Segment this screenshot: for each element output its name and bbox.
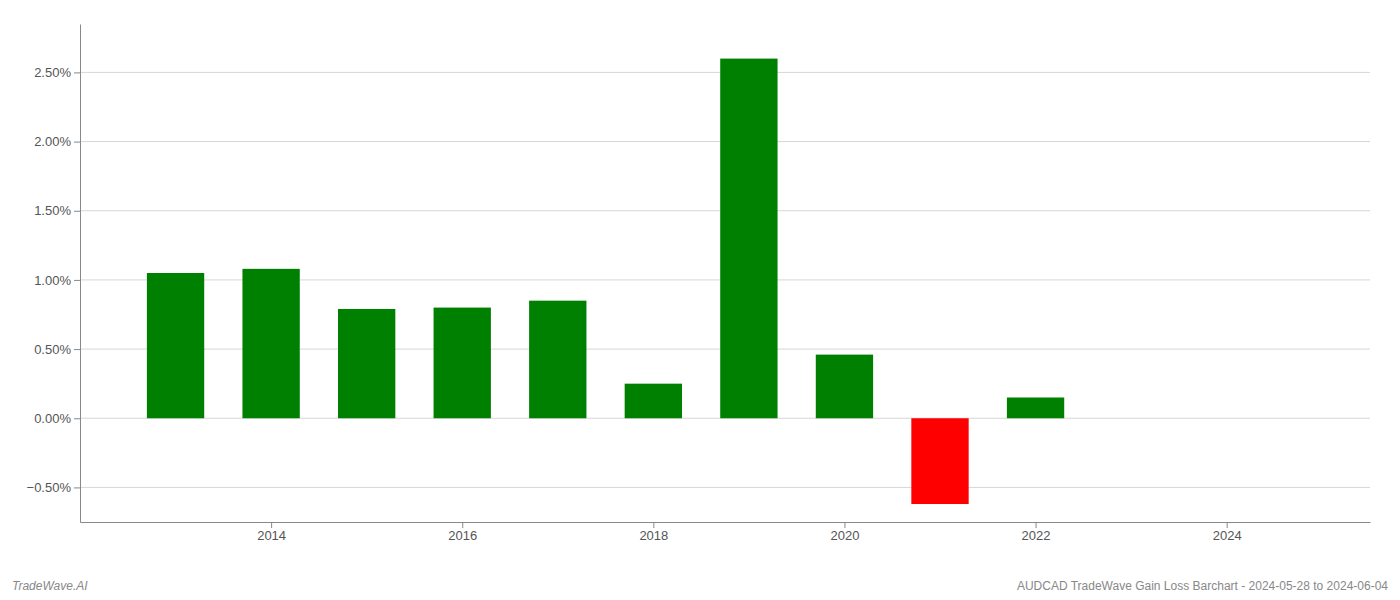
x-axis-line — [81, 522, 1371, 523]
watermark: AUDCAD TradeWave Gain Loss Barchart - 20… — [1017, 579, 1388, 593]
y-tick: 2.00% — [34, 134, 80, 149]
y-tick-label: 0.00% — [34, 411, 71, 426]
x-tick-mark — [1036, 522, 1037, 528]
x-tick-mark — [844, 522, 845, 528]
bar — [529, 301, 586, 419]
y-tick-label: 2.50% — [34, 65, 71, 80]
y-tick-mark — [74, 280, 80, 281]
y-tick-mark — [74, 72, 80, 73]
y-tick: 1.50% — [34, 203, 80, 218]
y-tick-mark — [74, 487, 80, 488]
y-tick-label: 2.00% — [34, 134, 71, 149]
chart-svg: −0.50% 0.00% 0.50% 1.00% 1.50% 2.00% 2.50% 2014… — [0, 0, 1400, 600]
bar — [816, 355, 873, 419]
y-tick: 2.50% — [34, 65, 80, 80]
grid-line — [80, 487, 1370, 488]
x-tick: 2016 — [448, 522, 477, 543]
bar — [911, 418, 968, 504]
x-tick: 2020 — [830, 522, 859, 543]
y-tick-label: −0.50% — [27, 480, 72, 495]
y-tick: 0.50% — [34, 342, 80, 357]
x-tick-mark — [271, 522, 272, 528]
chart-container: −0.50% 0.00% 0.50% 1.00% 1.50% 2.00% 2.50% 2014… — [0, 0, 1400, 600]
y-tick: 1.00% — [34, 273, 80, 288]
x-tick-label: 2022 — [1022, 528, 1051, 543]
bar — [1007, 398, 1064, 419]
y-axis-line — [80, 25, 81, 523]
bar — [720, 59, 777, 419]
y-tick-mark — [74, 418, 80, 419]
bar — [242, 269, 299, 418]
x-tick-label: 2016 — [448, 528, 477, 543]
y-tick: −0.50% — [27, 480, 80, 495]
x-tick: 2024 — [1213, 522, 1242, 543]
x-tick-label: 2024 — [1213, 528, 1242, 543]
x-tick-mark — [462, 522, 463, 528]
plot-area — [147, 59, 1064, 504]
y-tick: 0.00% — [34, 411, 80, 426]
x-tick: 2014 — [257, 522, 286, 543]
x-tick-label: 2018 — [639, 528, 668, 543]
x-tick: 2018 — [639, 522, 668, 543]
bar — [625, 384, 682, 419]
x-tick-mark — [653, 522, 654, 528]
y-tick-label: 1.50% — [34, 203, 71, 218]
bar — [147, 273, 204, 418]
y-axis: −0.50% 0.00% 0.50% 1.00% 1.50% 2.00% 2.50% — [27, 25, 81, 523]
y-tick-mark — [74, 211, 80, 212]
y-tick-mark — [74, 142, 80, 143]
annotations: TradeWave.AI AUDCAD TradeWave Gain Loss B… — [12, 579, 1388, 593]
x-tick-label: 2014 — [257, 528, 286, 543]
x-axis: 2014 2016 2018 2020 2022 2024 — [81, 522, 1371, 543]
x-tick-label: 2020 — [830, 528, 859, 543]
bar — [338, 309, 395, 418]
y-tick-label: 1.00% — [34, 273, 71, 288]
y-tick-label: 0.50% — [34, 342, 71, 357]
x-tick: 2022 — [1022, 522, 1051, 543]
bar — [1102, 418, 1159, 419]
y-tick-mark — [74, 349, 80, 350]
bar — [434, 308, 491, 419]
x-tick-mark — [1227, 522, 1228, 528]
watermark: TradeWave.AI — [12, 579, 88, 593]
